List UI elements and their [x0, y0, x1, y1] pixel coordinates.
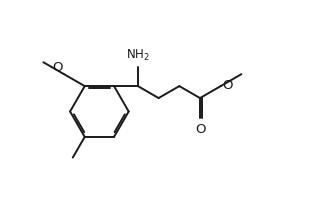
Text: NH$_2$: NH$_2$: [126, 48, 150, 63]
Text: O: O: [52, 60, 63, 74]
Text: O: O: [196, 123, 206, 136]
Text: O: O: [222, 79, 233, 92]
